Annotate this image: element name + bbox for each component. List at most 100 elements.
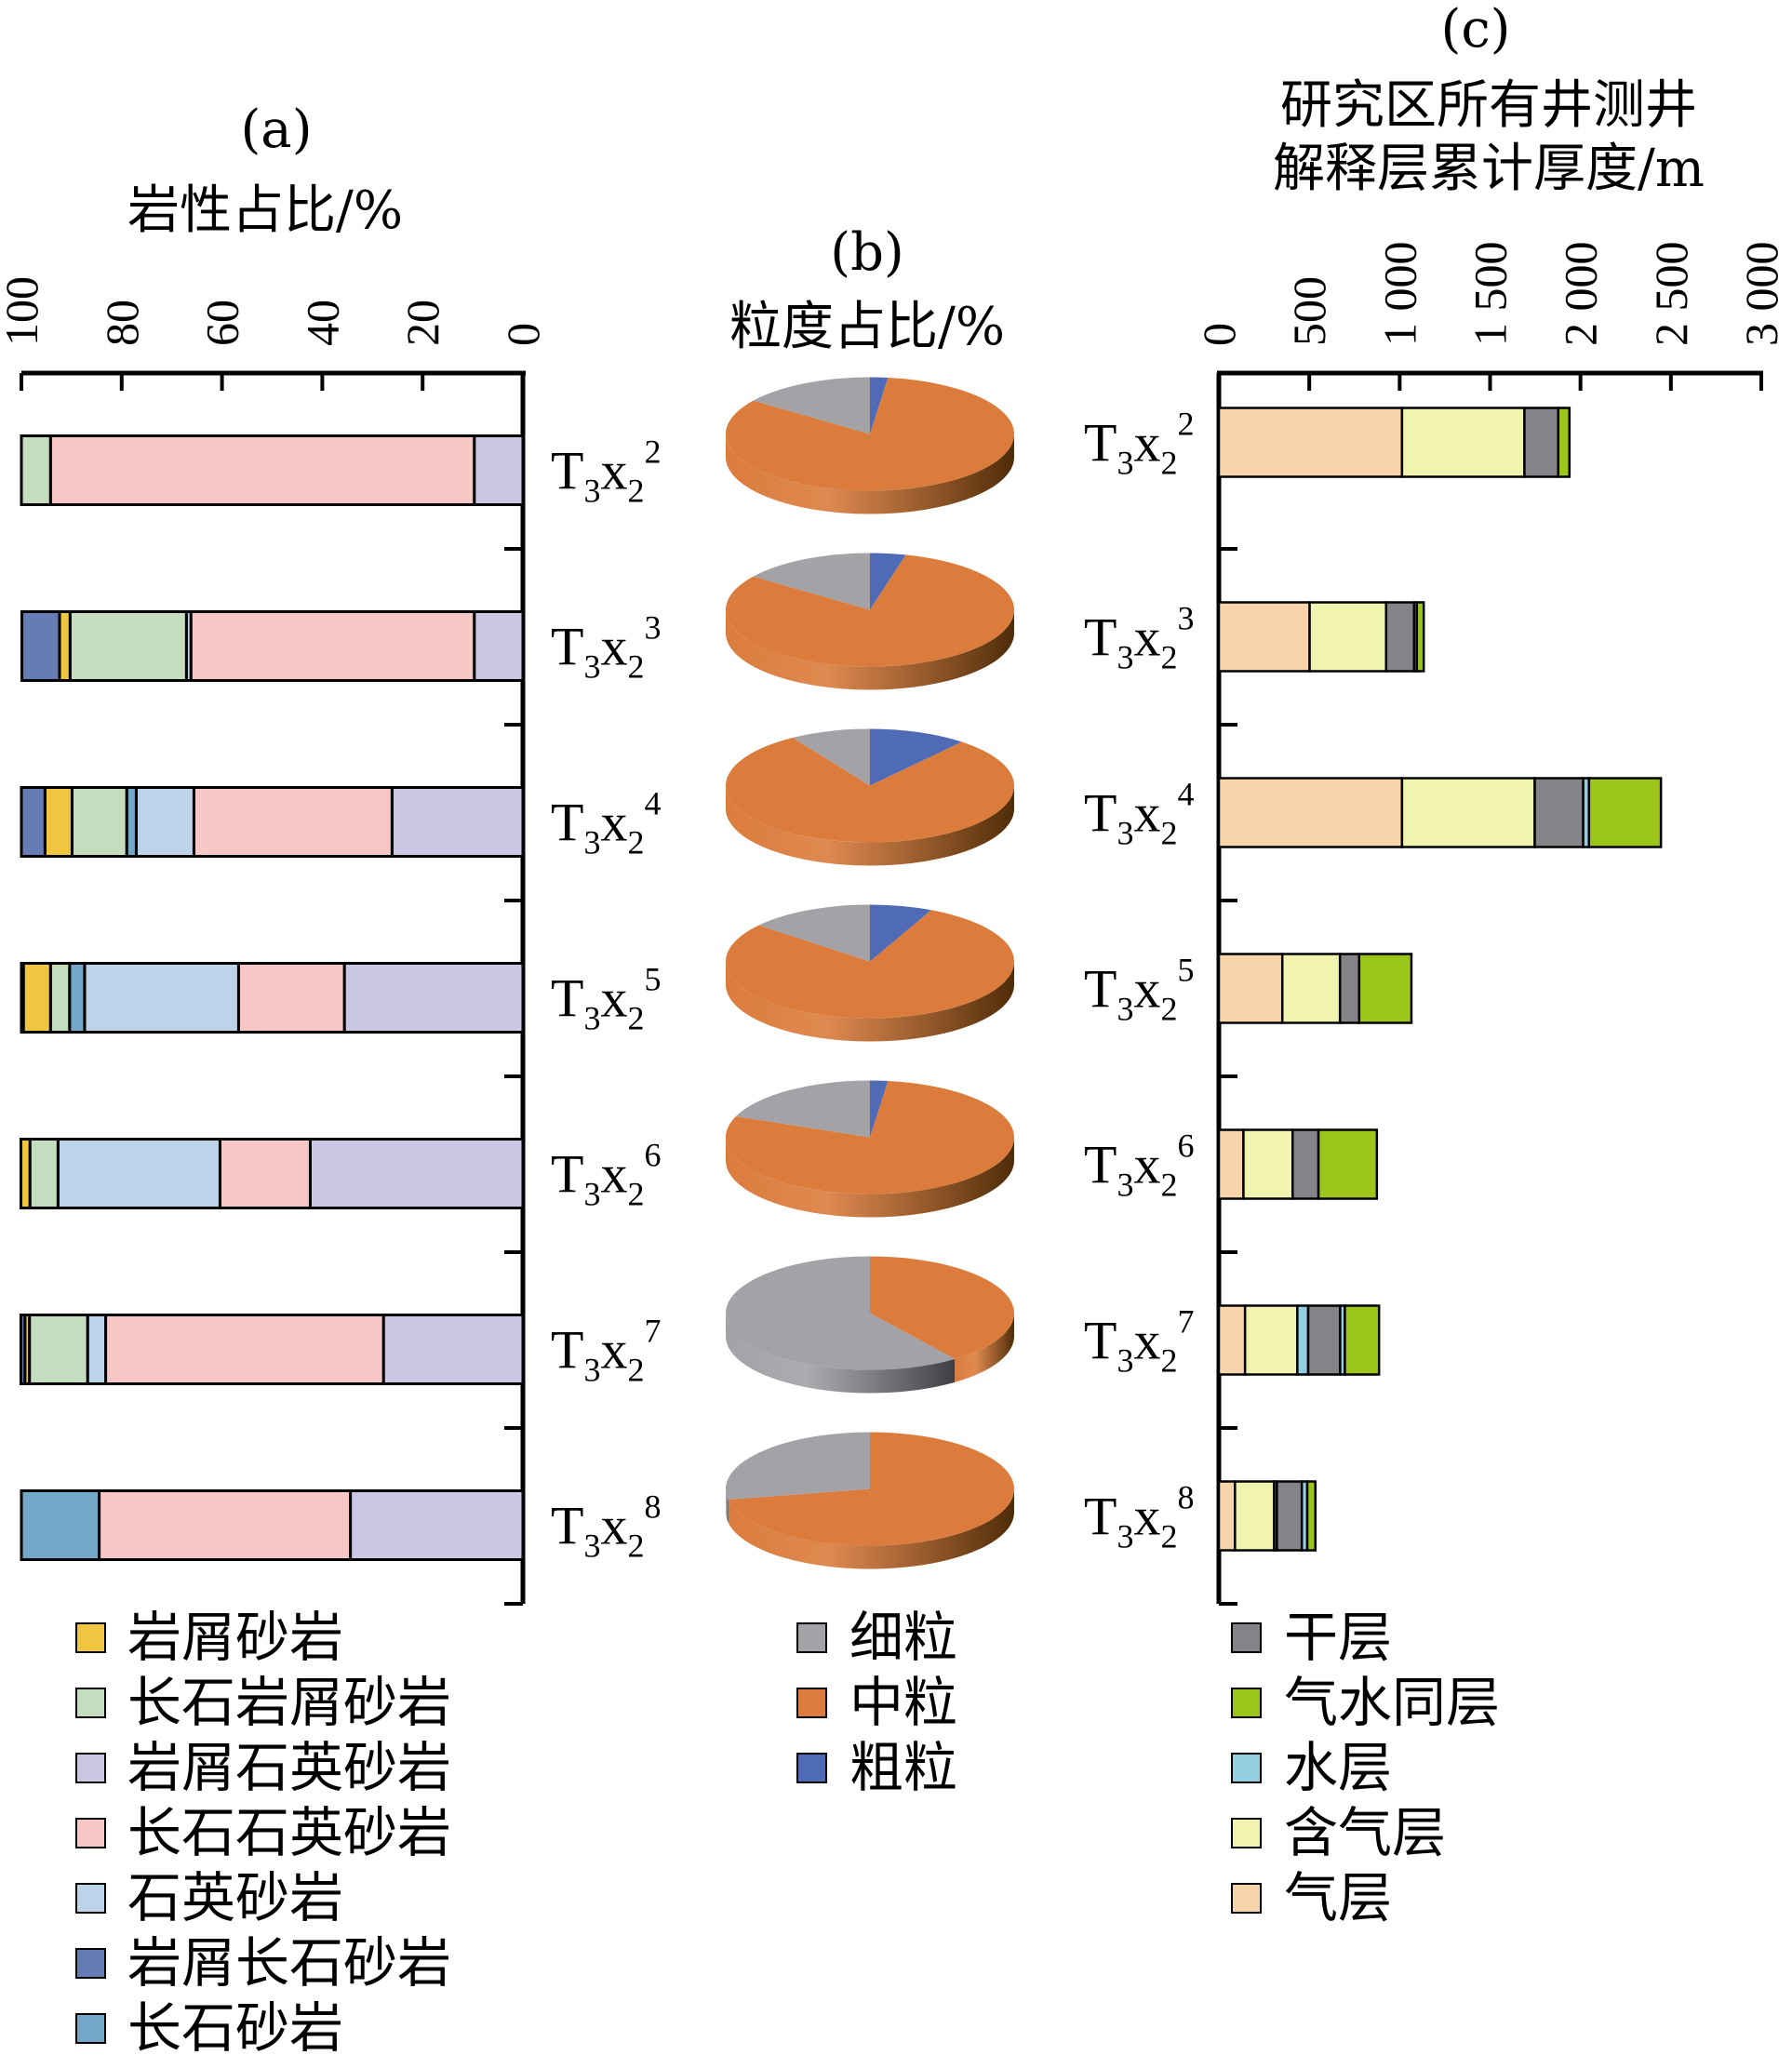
legend-item: 岩屑长石砂岩: [75, 1931, 451, 1995]
category-label-base: T: [551, 1144, 583, 1205]
category-label-sub2: 2: [1160, 1342, 1177, 1380]
pie-slice-细粒: [758, 904, 870, 962]
bar-segment: [28, 1314, 89, 1385]
category-label-base: T: [1084, 413, 1117, 474]
category-label-sup: 4: [644, 785, 661, 822]
bar-segment: [1217, 1304, 1247, 1376]
bar-segment: [134, 786, 195, 858]
bar-segment: [48, 434, 476, 506]
category-label-sub1: 3: [583, 1352, 600, 1389]
category-label-mid: x: [600, 968, 627, 1029]
legend-item: 细粒: [796, 1606, 957, 1669]
bar-segment: [1217, 601, 1311, 673]
category-label-sup: 5: [1177, 952, 1194, 989]
bar-segment: [48, 962, 72, 1034]
category-label-sup: 2: [1177, 406, 1194, 443]
legend-label: 岩屑长石砂岩: [127, 1931, 451, 1995]
category-label: T3x22: [1084, 406, 1194, 482]
pie-side-细粒: [726, 1313, 956, 1394]
category-label-sup: 6: [1177, 1128, 1194, 1165]
category-label-sub1: 3: [1117, 445, 1133, 482]
category-label-sub1: 3: [583, 648, 600, 686]
pie-chart: [725, 1432, 1014, 1569]
pie-chart: [725, 728, 1014, 866]
category-label: T3x24: [551, 785, 661, 861]
legend-swatch: [75, 1688, 106, 1718]
x-tick-label: 1 500: [1464, 242, 1517, 347]
legend-swatch: [796, 1753, 827, 1783]
category-label-base: T: [1084, 959, 1117, 1020]
category-label-sub2: 2: [1160, 1518, 1177, 1555]
category-label-mid: x: [1133, 413, 1160, 474]
category-label-sub2: 2: [627, 1352, 644, 1389]
bar-segment: [1317, 1128, 1379, 1200]
bar-segment: [1234, 1480, 1276, 1552]
legend-item: 长石石英砂岩: [75, 1801, 451, 1864]
legend-item: 气水同层: [1231, 1671, 1500, 1734]
pie-slice-粗粒: [870, 904, 931, 962]
x-tick-label: 0: [497, 323, 549, 346]
pie-slice-中粒: [725, 554, 1014, 667]
legend-label: 长石岩屑砂岩: [127, 1671, 451, 1734]
category-label-base: T: [1084, 1135, 1117, 1195]
pie-slice-细粒: [753, 553, 870, 610]
category-label-base: T: [551, 1320, 583, 1381]
category-label-sup: 6: [644, 1137, 661, 1174]
pie-chart: [725, 377, 1014, 514]
bar-segment: [1217, 953, 1284, 1024]
category-label-sub1: 3: [1117, 1518, 1133, 1555]
legend-item: 中粒: [796, 1671, 957, 1734]
category-label-sub2: 2: [627, 648, 644, 686]
category-label-sup: 8: [1177, 1479, 1194, 1516]
category-label-base: T: [1084, 1311, 1117, 1371]
pie-side-中粒: [726, 1137, 1014, 1218]
category-label-sub2: 2: [1160, 991, 1177, 1028]
bar-segment: [68, 962, 87, 1034]
bar-segment: [1217, 777, 1404, 848]
legend-label: 石英砂岩: [127, 1866, 343, 1929]
panel-a-title: 岩性占比/%: [127, 180, 403, 241]
category-label-sub2: 2: [1160, 1167, 1177, 1204]
legend-label: 细粒: [849, 1606, 957, 1669]
x-tick-label: 40: [296, 300, 348, 346]
bar-segment: [1276, 1480, 1304, 1552]
category-label-base: T: [551, 617, 583, 677]
legend-item: 长石岩屑砂岩: [75, 1671, 451, 1734]
category-label-mid: x: [1133, 1487, 1160, 1547]
legend-item: 干层: [1231, 1606, 1392, 1669]
category-label-sub1: 3: [583, 1000, 600, 1037]
bar-segment: [1587, 777, 1663, 848]
bar-segment: [19, 1138, 32, 1209]
bar-segment: [236, 962, 346, 1034]
bar-segment: [192, 786, 394, 858]
category-label-sup: 3: [644, 609, 661, 647]
pie-side-中粒: [726, 434, 1014, 514]
bar-segment: [1357, 953, 1413, 1024]
bar-segment: [20, 1489, 101, 1561]
legend-swatch: [1231, 1688, 1262, 1718]
category-label-sup: 3: [1177, 600, 1194, 637]
bar-segment: [1415, 601, 1425, 673]
bar-segment: [1217, 1128, 1245, 1200]
pie-side-细粒: [726, 1488, 729, 1523]
bar-segment: [19, 1314, 27, 1385]
legend-item: 含气层: [1231, 1801, 1446, 1864]
x-tick-label: 3 000: [1735, 242, 1787, 347]
pie-slice-粗粒: [870, 553, 906, 610]
category-label-sub1: 3: [583, 1176, 600, 1213]
bar-segment: [1217, 407, 1404, 478]
x-tick-label: 1 000: [1373, 242, 1425, 347]
bar-segment: [28, 1138, 60, 1209]
category-label-mid: x: [600, 1144, 627, 1205]
x-tick-label: 500: [1283, 276, 1335, 346]
category-label: T3x23: [1084, 600, 1194, 676]
bar-segment: [20, 786, 47, 858]
bar-segment: [342, 962, 525, 1034]
bar-segment: [104, 1314, 385, 1385]
legend-swatch: [75, 1818, 106, 1848]
category-label-sub2: 2: [627, 824, 644, 861]
legend-item: 长石砂岩: [75, 1996, 343, 2055]
category-label: T3x27: [551, 1313, 661, 1389]
